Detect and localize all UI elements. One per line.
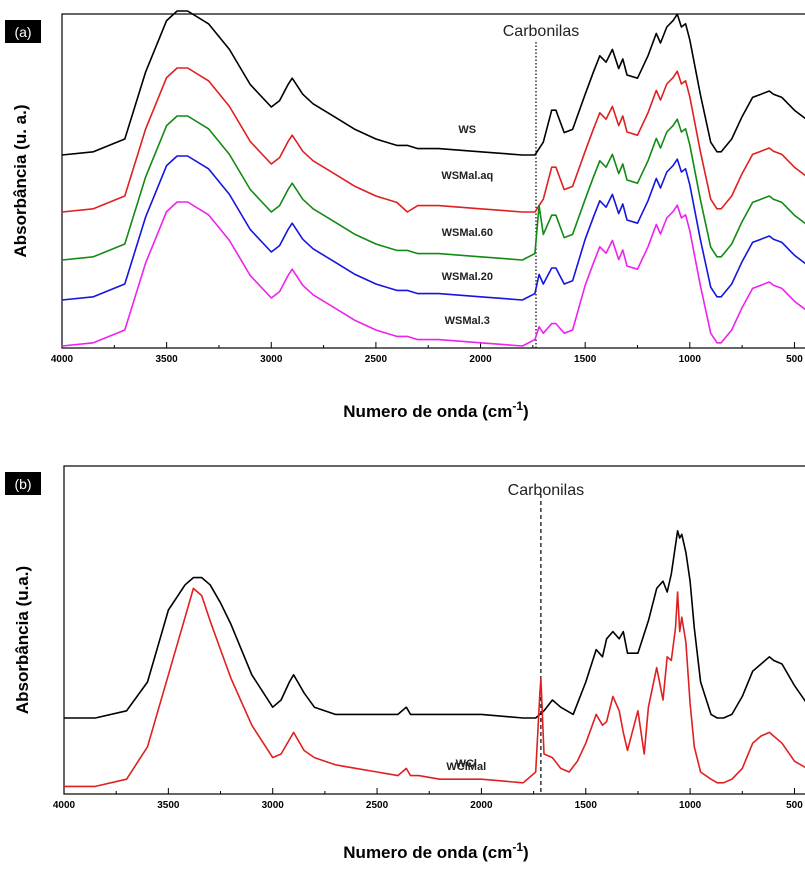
panel-a-frame bbox=[61, 13, 805, 349]
x-tick-label-4000: 4000 bbox=[53, 800, 76, 811]
series-wclmal bbox=[64, 587, 805, 788]
series-ws bbox=[61, 10, 805, 156]
series-label-wsmal-aq: WSMal.aq bbox=[441, 170, 493, 182]
x-tick-label-2000: 2000 bbox=[469, 354, 492, 365]
panel-b-x-axis-label-main: Numero de onda (cm bbox=[343, 843, 512, 862]
panel-b-x-axis-label-suffix: ) bbox=[523, 843, 529, 862]
panel-b-carbonilas-label: Carbonilas bbox=[508, 482, 584, 499]
series-label-wclmal: WClMal bbox=[446, 761, 486, 773]
panel-b-label-box bbox=[5, 472, 41, 495]
series-wsmal-3 bbox=[61, 201, 805, 347]
x-tick-label-3500: 3500 bbox=[156, 354, 179, 365]
x-tick-label-1000: 1000 bbox=[679, 354, 702, 365]
x-tick-label-3000: 3000 bbox=[262, 800, 285, 811]
series-label-wsmal-60: WSMal.60 bbox=[442, 227, 493, 239]
panel-b: (b) 4000 3500 3000 2500 2000 1500 1000 500 Carb… bbox=[5, 465, 805, 862]
x-tick-label-1000: 1000 bbox=[679, 800, 702, 811]
panel-a: (a) 4000 3500 3000 2500 2000 1500 1000 500 Carb… bbox=[5, 10, 805, 421]
panel-b-x-axis-label: Numero de onda (cm-1) bbox=[343, 840, 528, 862]
panel-a-x-ticks: 4000 3500 3000 2500 2000 1500 1000 500 bbox=[51, 342, 803, 365]
panel-a-carbonilas-label: Carbonilas bbox=[503, 23, 579, 40]
series-label-ws: WS bbox=[458, 124, 476, 136]
panel-a-x-axis-label-suffix: ) bbox=[523, 402, 529, 421]
x-tick-label-2500: 2500 bbox=[366, 800, 389, 811]
series-wsmal-60 bbox=[61, 115, 805, 261]
x-tick-label-3000: 3000 bbox=[260, 354, 283, 365]
x-tick-label-1500: 1500 bbox=[575, 800, 598, 811]
panel-a-series: WS WSMal.aq WSMal.60 WSMal.20 WSMal.3 bbox=[61, 10, 805, 347]
panel-a-label: (a) bbox=[14, 24, 31, 40]
panel-a-y-axis-label: Absorbância (u. a.) bbox=[11, 104, 30, 257]
x-tick-label-1500: 1500 bbox=[574, 354, 597, 365]
series-wcl bbox=[64, 530, 805, 719]
panel-a-x-axis-label-main: Numero de onda (cm bbox=[343, 402, 512, 421]
panel-b-y-axis-label: Absorbância (u.a.) bbox=[13, 566, 32, 714]
series-wsmal-20 bbox=[61, 155, 805, 301]
series-wsmal-aq bbox=[61, 67, 805, 213]
panel-b-frame bbox=[63, 465, 805, 795]
series-label-wsmal-20: WSMal.20 bbox=[442, 271, 493, 283]
x-tick-label-3500: 3500 bbox=[157, 800, 180, 811]
x-tick-label-2500: 2500 bbox=[365, 354, 388, 365]
panel-a-label-box bbox=[5, 20, 41, 43]
panel-a-x-axis-label: Numero de onda (cm-1) bbox=[343, 399, 528, 421]
x-tick-label-2000: 2000 bbox=[470, 800, 493, 811]
x-tick-label-4000: 4000 bbox=[51, 354, 74, 365]
panel-b-label: (b) bbox=[14, 476, 31, 492]
panel-a-x-axis-label-sup: -1 bbox=[512, 399, 523, 413]
panel-b-x-ticks: 4000 3500 3000 2500 2000 1500 1000 500 bbox=[53, 788, 803, 811]
x-tick-label-500: 500 bbox=[786, 800, 803, 811]
series-label-wsmal-3: WSMal.3 bbox=[445, 315, 490, 327]
panel-b-x-axis-label-sup: -1 bbox=[512, 840, 523, 854]
series-label-wcl: WCl bbox=[456, 758, 477, 770]
x-tick-label-500: 500 bbox=[786, 354, 803, 365]
